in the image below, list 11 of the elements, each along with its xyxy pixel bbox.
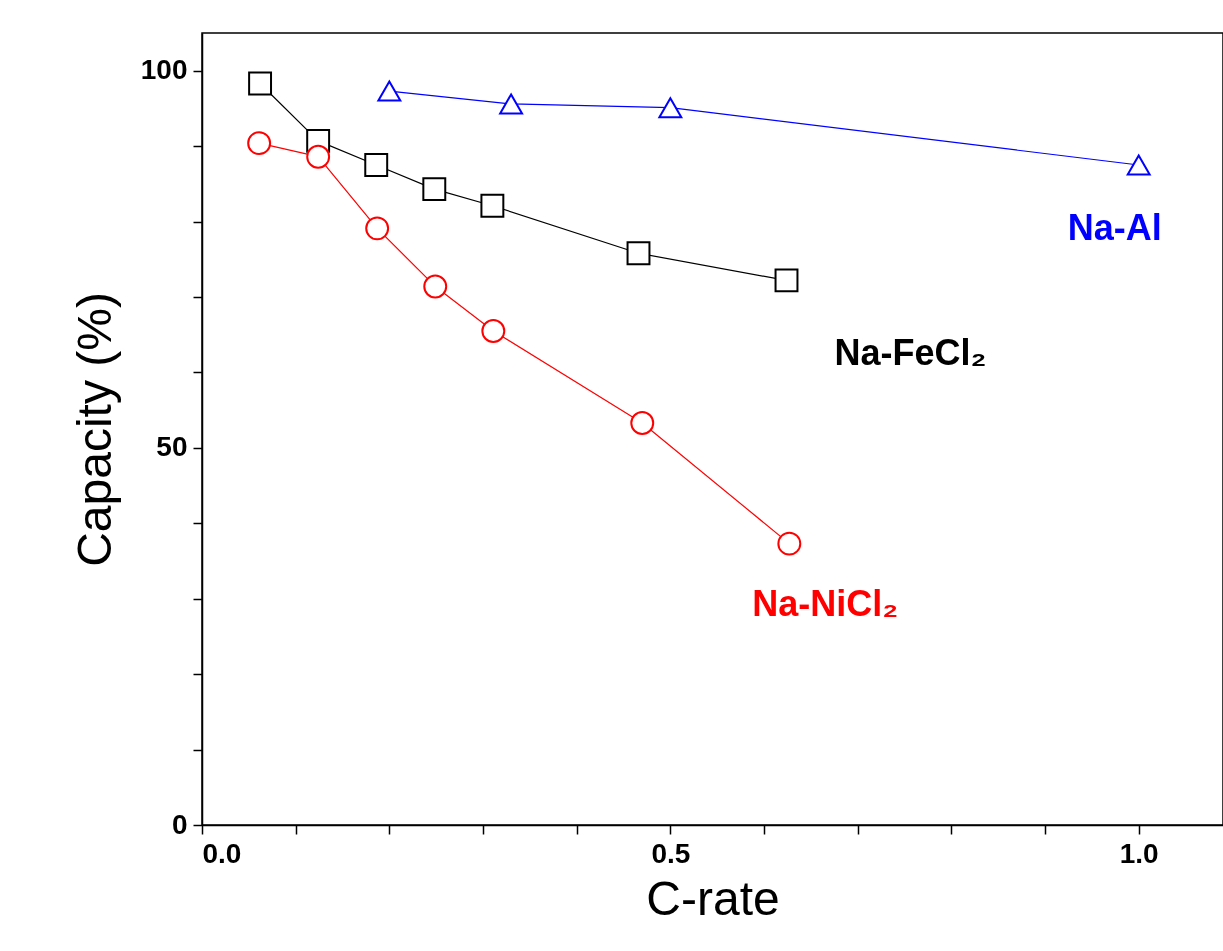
series-label: Na-Al	[1067, 207, 1162, 248]
x-tick-label: 1.0	[1119, 837, 1159, 869]
x-tick-label: 0.0	[202, 837, 242, 869]
y-axis-title: Capacity (%)	[67, 292, 121, 567]
y-tick-label: 50	[156, 431, 188, 463]
y-tick-label: 0	[171, 808, 188, 840]
series-label: Na-FeCl₂	[834, 332, 987, 374]
x-axis-title: C-rate	[646, 871, 780, 925]
y-tick-label: 100	[140, 54, 188, 86]
series-label: Na-NiCl₂	[752, 582, 899, 624]
x-tick-label: 0.5	[651, 837, 691, 869]
